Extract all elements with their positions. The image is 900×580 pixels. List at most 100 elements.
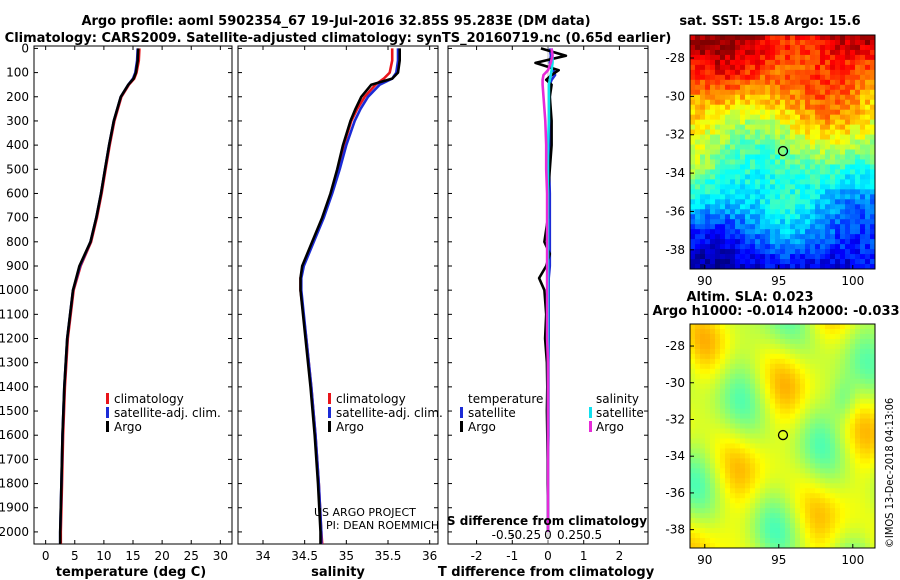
map-cell <box>730 463 736 469</box>
map-cell <box>770 503 776 509</box>
map-cell <box>755 79 761 86</box>
map-cell <box>745 428 751 434</box>
map-cell <box>865 104 871 111</box>
map-cell <box>695 493 701 499</box>
map-cell <box>700 513 706 519</box>
map-cell <box>690 373 696 380</box>
map-cell <box>785 144 791 150</box>
map-cell <box>855 84 861 91</box>
map-cell <box>705 104 711 111</box>
map-cell <box>820 423 826 429</box>
map-cell <box>710 249 716 255</box>
map-cell <box>730 264 736 270</box>
map-cell <box>845 498 851 504</box>
map-cell <box>725 408 731 414</box>
map-cell <box>765 119 771 126</box>
map-cell <box>840 239 846 245</box>
map-cell <box>715 254 721 260</box>
map-cell <box>865 388 871 395</box>
map-cell <box>710 39 716 46</box>
map-cell <box>765 89 771 96</box>
map-cell <box>850 154 856 160</box>
map-cell <box>715 189 721 195</box>
map-cell <box>850 538 856 544</box>
map-cell <box>715 378 721 385</box>
map-cell <box>725 478 731 484</box>
map-cell <box>735 498 741 504</box>
map-cell <box>775 403 781 410</box>
map-cell <box>795 393 801 400</box>
map-cell <box>740 428 746 434</box>
map-cell <box>740 234 746 240</box>
map-cell <box>805 528 811 534</box>
map-cell <box>830 328 836 335</box>
map-cell <box>845 343 851 350</box>
map-cell <box>790 124 796 130</box>
map-cell <box>790 473 796 479</box>
map-cell <box>865 119 871 126</box>
map-cell <box>755 124 761 130</box>
map-cell <box>720 139 726 145</box>
map-cell <box>825 79 831 86</box>
map-cell <box>865 348 871 355</box>
map-cell <box>690 413 696 419</box>
map-cell <box>755 119 761 126</box>
map-cell <box>745 59 751 66</box>
map-cell <box>845 214 851 220</box>
map-cell <box>805 543 811 549</box>
map-cell <box>780 59 786 66</box>
map-cell <box>795 84 801 91</box>
map-cell <box>870 493 876 499</box>
map-cell <box>775 99 781 106</box>
map-cell <box>760 129 766 135</box>
map-cell <box>710 353 716 360</box>
map-cell <box>850 324 856 330</box>
map-cell <box>785 254 791 260</box>
map-cell <box>810 104 816 111</box>
map-cell <box>780 214 786 220</box>
map-cell <box>805 523 811 529</box>
map-cell <box>705 413 711 419</box>
map-cell <box>780 204 786 210</box>
map-cell <box>860 328 866 335</box>
map-cell <box>780 254 786 260</box>
map-cell <box>820 508 826 514</box>
map-cell <box>725 528 731 534</box>
map-cell <box>815 423 821 429</box>
map-cell <box>845 259 851 265</box>
legend-label-s-satellite: satellite <box>596 406 644 420</box>
map-cell <box>715 59 721 66</box>
map-cell <box>810 264 816 270</box>
map-cell <box>710 528 716 534</box>
map-cell <box>815 149 821 155</box>
map-cell <box>795 35 801 41</box>
map-cell <box>860 538 866 544</box>
map-cell <box>715 523 721 529</box>
map-cell <box>735 264 741 270</box>
map-cell <box>830 393 836 400</box>
map-cell <box>790 478 796 484</box>
map-cell <box>840 468 846 474</box>
map-cell <box>770 144 776 150</box>
map-cell <box>835 224 841 230</box>
map-cell <box>740 498 746 504</box>
map-cell <box>765 398 771 405</box>
map-cell <box>755 194 761 200</box>
map-cell <box>730 328 736 335</box>
map-cell <box>745 159 751 165</box>
map-cell <box>790 69 796 76</box>
map-cell <box>850 493 856 499</box>
depth-tick-label: 1000 <box>0 283 29 297</box>
map-cell <box>865 159 871 165</box>
map-cell <box>855 373 861 380</box>
map-cell <box>725 388 731 395</box>
map-cell <box>820 35 826 41</box>
map-cell <box>755 159 761 165</box>
map-cell <box>705 54 711 61</box>
map-cell <box>855 378 861 385</box>
map-cell <box>725 194 731 200</box>
map-cell <box>725 189 731 195</box>
map-cell <box>735 538 741 544</box>
map-cell <box>775 498 781 504</box>
map-cell <box>735 64 741 71</box>
